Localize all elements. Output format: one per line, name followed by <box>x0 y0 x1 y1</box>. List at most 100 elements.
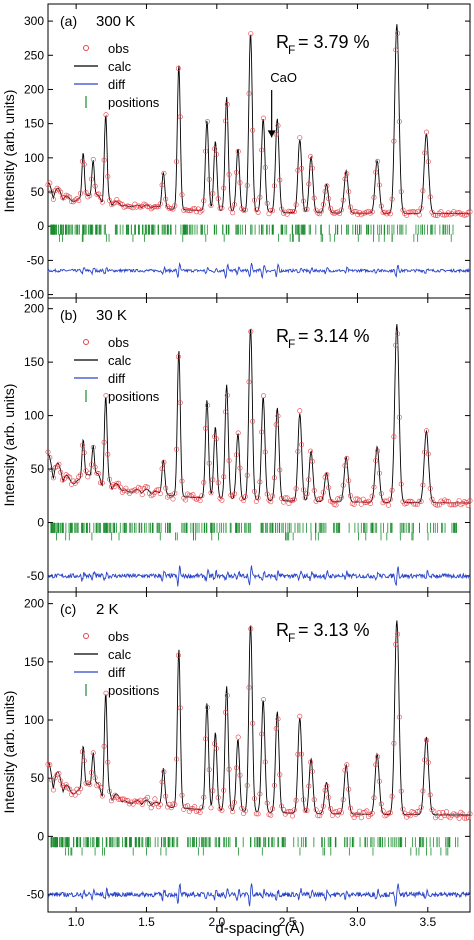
obs-point <box>311 195 317 201</box>
obs-point <box>201 198 207 204</box>
obs-point <box>391 138 397 144</box>
obs-point <box>288 209 294 215</box>
obs-point <box>295 751 301 757</box>
obs-point <box>110 201 116 207</box>
legend-obs-marker <box>83 339 89 345</box>
obs-point <box>449 812 455 818</box>
obs-point <box>174 446 180 452</box>
obs-point <box>293 486 299 492</box>
panel-b: -50 0 50 100 150 200 Intensity (arb. units) (b)… <box>1 297 473 593</box>
obs-point <box>219 497 225 503</box>
obs-point <box>371 194 377 200</box>
obs-point <box>213 436 219 442</box>
obs-point <box>308 154 314 160</box>
obs-point <box>302 495 308 501</box>
y-axis-label: Intensity (arb. units) <box>1 384 17 507</box>
cao-annotation: CaO <box>270 70 297 85</box>
x-tick-label: 3.0 <box>349 915 366 929</box>
obs-point <box>376 470 382 476</box>
obs-point <box>219 205 225 211</box>
obs-point <box>212 741 218 747</box>
obs-point <box>159 466 165 472</box>
obs-point <box>105 174 111 180</box>
obs-point <box>145 794 151 800</box>
obs-point <box>161 459 167 465</box>
obs-point <box>402 211 408 217</box>
obs-point <box>327 205 333 211</box>
obs-point <box>165 804 171 810</box>
obs-point <box>413 811 419 817</box>
obs-point <box>299 165 305 171</box>
obs-point <box>367 500 373 506</box>
obs-point <box>201 794 207 800</box>
obs-point <box>56 770 62 776</box>
obs-point <box>253 811 259 817</box>
obs-point <box>335 812 341 818</box>
obs-point <box>367 812 373 818</box>
rf-subscript: F <box>288 43 295 57</box>
obs-point <box>277 177 283 183</box>
obs-point <box>253 207 259 213</box>
legend-obs: obs <box>108 335 129 350</box>
obs-point <box>445 813 451 819</box>
obs-point <box>326 196 332 202</box>
obs-point <box>360 210 366 216</box>
obs-point <box>364 808 370 814</box>
legend-obs-marker <box>83 45 89 51</box>
obs-point <box>391 740 397 746</box>
rf-value: = 3.13 % <box>298 620 370 640</box>
obs-point <box>96 782 102 788</box>
obs-point <box>434 213 440 219</box>
obs-point <box>387 496 393 502</box>
obs-point <box>83 190 89 196</box>
plot-frame <box>47 591 471 913</box>
obs-point <box>232 491 238 497</box>
obs-point <box>257 194 263 200</box>
obs-point <box>81 161 87 167</box>
obs-point <box>219 807 225 813</box>
obs-point <box>289 813 295 819</box>
obs-point <box>366 208 372 214</box>
obs-point <box>384 812 390 818</box>
obs-point <box>309 768 315 774</box>
obs-point <box>467 209 473 215</box>
obs-point <box>324 783 330 789</box>
obs-point <box>456 498 462 504</box>
obs-point <box>157 201 163 207</box>
obs-point <box>264 491 270 497</box>
obs-point <box>105 451 111 457</box>
temperature-label: 2 K <box>96 601 119 618</box>
obs-point <box>72 792 78 798</box>
obs-point <box>302 807 308 813</box>
legend-calc: calc <box>108 647 132 662</box>
panel-label: (c) <box>60 601 76 617</box>
obs-point <box>420 188 426 194</box>
obs-point <box>112 483 118 489</box>
obs-point <box>248 626 254 632</box>
rf-label: R <box>276 326 289 346</box>
obs-point <box>157 802 163 808</box>
obs-point <box>351 501 357 507</box>
obs-point <box>201 479 207 485</box>
obs-point <box>293 202 299 208</box>
obs-point <box>233 169 239 175</box>
obs-point <box>215 196 221 202</box>
obs-point <box>271 183 277 189</box>
obs-point <box>262 449 268 455</box>
obs-point <box>411 501 417 507</box>
obs-point <box>224 101 230 107</box>
obs-point <box>152 796 158 802</box>
obs-point <box>342 463 348 469</box>
legend-calc: calc <box>108 59 132 74</box>
x-tick-label: 1.0 <box>68 915 85 929</box>
obs-point <box>145 204 151 210</box>
obs-point <box>203 148 209 154</box>
obs-point <box>241 810 247 816</box>
obs-point <box>223 118 229 124</box>
obs-point <box>246 684 252 690</box>
y-tick-label: 300 <box>24 14 44 28</box>
y-tick-label: 100 <box>24 713 44 727</box>
obs-point <box>139 492 145 498</box>
obs-point <box>295 167 301 173</box>
obs-point <box>221 474 227 480</box>
